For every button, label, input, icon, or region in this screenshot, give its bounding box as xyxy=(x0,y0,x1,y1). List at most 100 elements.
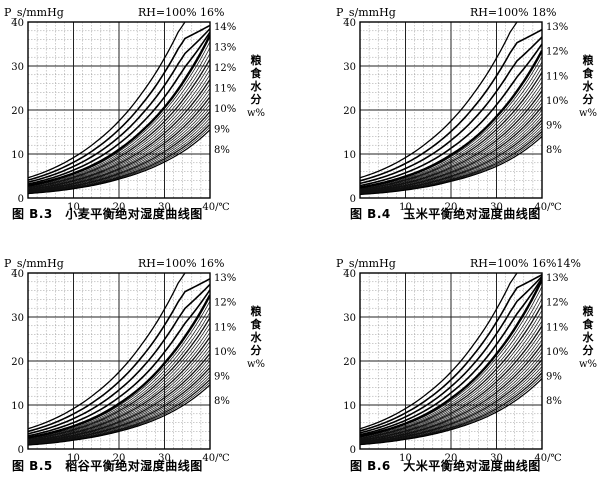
side-label-char: 粮 xyxy=(251,53,262,67)
series-line-upper-bound xyxy=(28,34,210,187)
moisture-curve xyxy=(360,98,542,192)
moisture-curve xyxy=(28,312,210,440)
moisture-curve xyxy=(360,315,542,440)
band-curve xyxy=(28,28,210,183)
band-curve xyxy=(360,277,542,436)
moisture-label: 11% xyxy=(214,322,236,333)
rh-label: RH=100% 16% xyxy=(138,257,225,270)
moisture-curve xyxy=(28,83,210,191)
moisture-curve xyxy=(360,292,542,438)
moisture-curve xyxy=(360,94,542,192)
moisture-curve xyxy=(360,76,542,191)
moisture-label: 11% xyxy=(214,84,236,95)
moisture-label: 13% xyxy=(214,273,236,284)
x-tick-label: 30 xyxy=(158,202,171,213)
moisture-curve xyxy=(28,47,210,188)
moisture-curve xyxy=(28,360,210,444)
y-tick-label: 0 xyxy=(18,194,24,205)
y-tick-label: 0 xyxy=(350,445,356,456)
moisture-label: 9% xyxy=(214,125,230,136)
y-tick-label: 30 xyxy=(343,62,356,73)
y-axis-label: P_s/mmHg xyxy=(4,257,64,270)
y-tick-label: 30 xyxy=(11,313,24,324)
moisture-curve xyxy=(28,367,210,445)
moisture-curve xyxy=(360,362,542,444)
moisture-curve xyxy=(360,351,542,443)
moisture-label: 10% xyxy=(214,104,236,115)
moisture-curve xyxy=(28,111,210,193)
moisture-curve xyxy=(360,106,542,193)
moisture-label: 9% xyxy=(546,372,562,383)
side-label-char: 水 xyxy=(583,79,595,93)
x-tick-label: 40/℃ xyxy=(534,453,561,464)
moisture-curve xyxy=(360,366,542,445)
moisture-curve xyxy=(360,330,542,442)
moisture-label: 12% xyxy=(214,298,236,309)
moisture-label: 8% xyxy=(546,145,562,156)
plot-frame xyxy=(27,21,211,199)
series-line-rh100 xyxy=(28,22,186,179)
moisture-curve xyxy=(28,327,210,441)
series-line-lower-bound xyxy=(360,378,542,446)
band-curve xyxy=(28,31,210,185)
side-label-char: 食 xyxy=(583,66,595,80)
moisture-curve xyxy=(28,53,210,188)
moisture-label: 12% xyxy=(546,47,568,58)
moisture-curve xyxy=(360,347,542,443)
moisture-curve xyxy=(360,71,542,190)
side-label-char: 粮 xyxy=(583,304,594,318)
y-tick-label: 10 xyxy=(11,150,24,161)
moisture-curve xyxy=(360,298,542,439)
moisture-label: 10% xyxy=(214,347,236,358)
chart-panel-1: 0 10 20 30 40 10 20 30 40/℃ P_s/mmHg RH=100% 16% 14… xyxy=(4,6,265,221)
y-tick-label: 10 xyxy=(11,401,24,412)
moisture-label: 13% xyxy=(214,43,236,54)
x-tick-label: 30 xyxy=(158,453,171,464)
figure-caption: 图 B.3 小麦平衡绝对湿度曲线图 xyxy=(12,206,203,221)
chart-panel-4: 0 10 20 30 40 10 20 30 40/℃ P_s/mmHg RH=100% 16%14… xyxy=(336,257,597,473)
side-label-char: 水 xyxy=(583,330,595,344)
series-line-rh100 xyxy=(360,22,518,179)
x-tick-label: 10 xyxy=(399,202,412,213)
y-axis-label: P_s/mmHg xyxy=(336,257,396,270)
series-line-upper-bound xyxy=(360,50,542,189)
series-line-rh100 xyxy=(28,273,186,430)
moisture-label: 10% xyxy=(546,96,568,107)
moisture-curve xyxy=(360,343,542,443)
moisture-curve xyxy=(28,306,210,439)
moisture-curve xyxy=(360,119,542,194)
x-tick-label: 20 xyxy=(445,202,458,213)
y-tick-label: 20 xyxy=(11,106,24,117)
side-label-char: 分 xyxy=(251,343,262,357)
moisture-curve xyxy=(28,114,210,193)
x-tick-label: 20 xyxy=(113,202,126,213)
band-curve xyxy=(360,275,542,434)
x-tick-label: 10 xyxy=(399,453,412,464)
side-label-char: w% xyxy=(247,359,265,370)
moisture-curve xyxy=(28,117,210,194)
moisture-label: 8% xyxy=(546,396,562,407)
y-tick-label: 10 xyxy=(343,150,356,161)
x-tick-label: 40/℃ xyxy=(534,202,561,213)
y-tick-label: 0 xyxy=(350,194,356,205)
series-line-upper-bound xyxy=(360,279,542,438)
side-label-char: 粮 xyxy=(251,304,262,318)
side-label-char: w% xyxy=(247,108,265,119)
moisture-curve xyxy=(360,122,542,194)
moisture-label: 12% xyxy=(546,298,568,309)
moisture-curve xyxy=(28,317,210,441)
x-tick-label: 30 xyxy=(490,202,503,213)
y-tick-label: 30 xyxy=(11,62,24,73)
figure-caption: 图 B.6 大米平衡绝对湿度曲线图 xyxy=(350,458,541,473)
moisture-curve xyxy=(28,373,210,445)
figure-caption: 图 B.4 玉米平衡绝对湿度曲线图 xyxy=(350,206,541,221)
series-line-lower-bound xyxy=(28,384,210,446)
moisture-curve xyxy=(28,58,210,189)
moisture-label: 13% xyxy=(546,273,568,284)
x-tick-label: 20 xyxy=(445,453,458,464)
side-label-char: 粮 xyxy=(583,53,594,67)
moisture-curve xyxy=(28,69,210,190)
side-label-char: 分 xyxy=(583,343,594,357)
y-tick-label: 10 xyxy=(343,401,356,412)
